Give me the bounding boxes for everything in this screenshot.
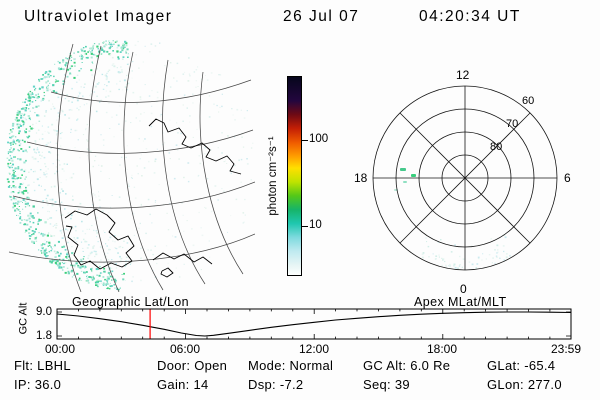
header-date: 26 Jul 07: [283, 8, 360, 25]
geographic-image-panel: [6, 40, 255, 292]
polar-panel-title: Apex MLat/MLT: [414, 295, 507, 309]
colorbar-gradient: [287, 76, 302, 276]
polar-grid: [372, 85, 558, 271]
status-flt: Flt: LBHL: [14, 358, 71, 373]
mlt-18-label: 18: [354, 171, 368, 185]
xtick-2359: 23:59: [550, 342, 582, 356]
app-title: Ultraviolet Imager: [24, 8, 173, 25]
mlat-80-label: 80: [490, 141, 502, 153]
colorbar-tick-mark-1: [302, 226, 308, 227]
mlt-12-label: 12: [456, 68, 470, 82]
mlat-60-label: 60: [522, 95, 534, 107]
status-gain: Gain: 14: [157, 377, 209, 392]
ytick-bottom: 1.8: [36, 330, 52, 342]
xtick-1200: 12:00: [298, 342, 330, 356]
colorbar-tick-mark-0: [302, 140, 308, 141]
status-dsp: Dsp: -7.2: [248, 377, 304, 392]
mlt-6-label: 6: [564, 171, 571, 185]
geo-panel-title: Geographic Lat/Lon: [72, 295, 190, 309]
geo-speckles: [6, 40, 254, 291]
ytick-top: 9.0: [36, 306, 52, 318]
geo-latlon-grid: [8, 43, 255, 292]
polar-speckles: [394, 168, 511, 270]
status-glon: GLon: 277.0: [487, 377, 562, 392]
status-mode: Mode: Normal: [248, 358, 334, 373]
status-gc-alt: GC Alt: 6.0 Re: [363, 358, 451, 373]
apex-polar-panel: 12 18 6 0 60 70 80: [354, 68, 571, 296]
colorbar-tick-label-1: 10: [309, 219, 322, 231]
status-seq: Seq: 39: [363, 377, 410, 392]
colorbar: [287, 76, 302, 276]
status-ip: IP: 36.0: [14, 377, 62, 392]
xtick-1800: 18:00: [426, 342, 458, 356]
colorbar-tick-label-0: 100: [309, 133, 329, 145]
xtick-0000: 00:00: [44, 342, 76, 356]
colorbar-axis-label: photon cm⁻²s⁻¹: [267, 136, 279, 216]
polar-labels: 12 18 6 0 60 70 80: [354, 68, 571, 296]
status-glat: GLat: -65.4: [487, 358, 556, 373]
coastlines: [64, 118, 242, 278]
mlt-0-label: 0: [460, 282, 467, 296]
timeseries-plot: [56, 308, 572, 340]
xtick-0600: 06:00: [169, 342, 201, 356]
mlat-70-label: 70: [506, 118, 518, 130]
status-door: Door: Open: [157, 358, 228, 373]
header-time: 04:20:34 UT: [419, 8, 521, 25]
